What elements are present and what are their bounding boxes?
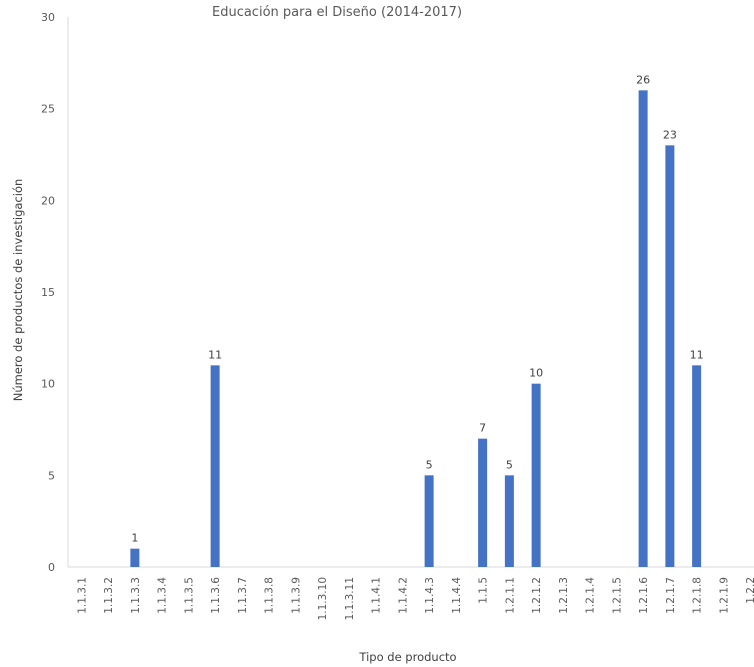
x-tick-label: 1.2.1.9 bbox=[718, 577, 730, 614]
y-tick-labels: 0 5 10 15 20 25 30 bbox=[41, 11, 55, 574]
x-tick-label: 1.2.1.1 bbox=[504, 577, 516, 614]
y-tick-label: 15 bbox=[41, 286, 55, 299]
x-tick-label: 1.1.4.1 bbox=[371, 577, 383, 614]
bar bbox=[130, 548, 140, 567]
y-tick-label: 25 bbox=[41, 103, 55, 116]
y-tick-label: 0 bbox=[48, 561, 55, 574]
data-label: 11 bbox=[208, 348, 222, 361]
chart-title: Educación para el Diseño (2014-2017) bbox=[212, 5, 462, 20]
data-label: 23 bbox=[663, 128, 677, 141]
x-tick-label: 1.2.1.3 bbox=[558, 577, 570, 614]
x-tick-label: 1.1.3.2 bbox=[103, 577, 115, 614]
x-tick-label: 1.1.5 bbox=[478, 577, 490, 604]
x-axis-title: Tipo de producto bbox=[358, 650, 456, 664]
bar bbox=[504, 475, 514, 567]
x-tick-label: 1.2.1.6 bbox=[638, 577, 650, 614]
x-tick-label: 1.2.2 bbox=[745, 577, 754, 604]
x-tick-label: 1.1.3.8 bbox=[264, 577, 276, 614]
x-tick-label: 1.2.1.8 bbox=[692, 577, 704, 614]
x-tick-label: 1.2.1.4 bbox=[585, 577, 597, 614]
x-tick-label: 1.1.3.1 bbox=[76, 577, 88, 614]
x-tick-label: 1.1.3.11 bbox=[344, 577, 356, 620]
data-label: 5 bbox=[426, 458, 433, 471]
bar bbox=[665, 145, 675, 568]
bar bbox=[531, 383, 541, 567]
y-tick-label: 30 bbox=[41, 11, 55, 24]
x-tick-label: 1.1.3.10 bbox=[317, 577, 329, 620]
x-tick-label: 1.1.3.3 bbox=[130, 577, 142, 614]
y-axis-title: Número de productos de investigación bbox=[11, 179, 25, 402]
data-label: 10 bbox=[529, 367, 543, 380]
x-tick-label: 1.1.3.7 bbox=[237, 577, 249, 614]
x-tick-label: 1.1.4.4 bbox=[451, 577, 463, 614]
x-tick-label: 1.2.1.2 bbox=[531, 577, 543, 614]
x-tick-labels: 1.1.3.1 1.1.3.2 1.1.3.3 1.1.3.4 1.1.3.5 1.1.3… bbox=[76, 577, 754, 621]
bar bbox=[638, 90, 648, 567]
data-label: 1 bbox=[131, 532, 138, 545]
y-tick-label: 10 bbox=[41, 378, 55, 391]
data-label: 11 bbox=[690, 348, 704, 361]
data-label: 7 bbox=[479, 422, 486, 435]
x-tick-label: 1.1.4.3 bbox=[424, 577, 436, 614]
x-tick-label: 1.1.4.2 bbox=[397, 577, 409, 614]
data-label: 5 bbox=[506, 458, 513, 471]
bar bbox=[478, 438, 488, 567]
x-tick-label: 1.1.3.6 bbox=[210, 577, 222, 614]
x-tick-label: 1.2.1.7 bbox=[665, 577, 677, 614]
y-tick-label: 20 bbox=[41, 194, 55, 207]
bar bbox=[692, 365, 702, 567]
x-tick-label: 1.1.3.9 bbox=[290, 577, 302, 614]
bar bbox=[210, 365, 220, 567]
bar bbox=[424, 475, 434, 567]
x-tick-label: 1.1.3.5 bbox=[183, 577, 195, 614]
y-tick-label: 5 bbox=[48, 469, 55, 482]
x-tick-label: 1.1.3.4 bbox=[157, 577, 169, 614]
x-tick-label: 1.2.1.5 bbox=[611, 577, 623, 614]
data-label: 26 bbox=[636, 73, 650, 86]
bars bbox=[130, 90, 702, 568]
